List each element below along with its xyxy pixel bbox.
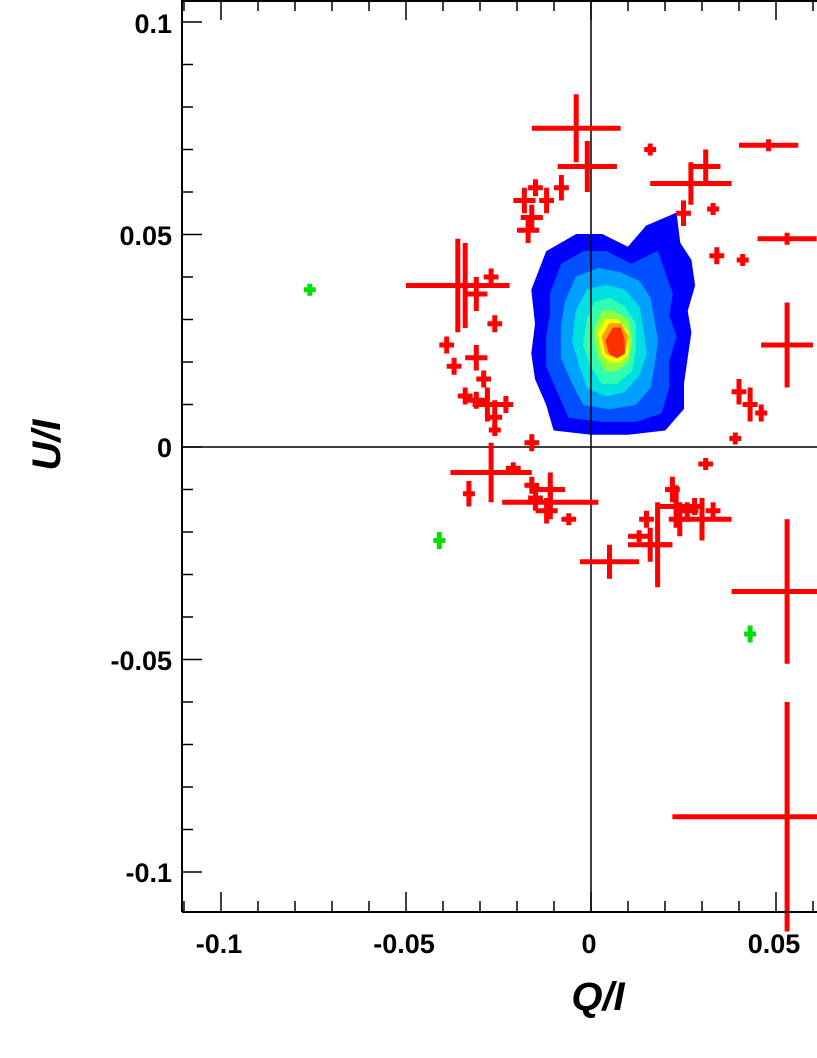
data-point [487,315,503,333]
axes [181,0,817,913]
data-point [731,519,817,664]
data-point [498,396,514,413]
data-point [524,434,540,452]
data-point [557,141,617,192]
data-point [539,187,554,214]
data-point [439,336,455,354]
data-point [729,432,742,445]
contour-level [605,327,625,359]
reference-lines [182,0,817,912]
data-point [672,498,732,541]
data-point [731,379,747,405]
data-point [707,203,720,215]
x-tick-label: -0.1 [196,929,243,959]
x-tick-label: -0.05 [373,929,435,959]
data-point [433,532,446,549]
data-point [676,200,691,226]
data-point [462,481,475,507]
data-point [517,217,540,243]
data-point [303,283,316,296]
data-point [488,424,501,436]
data-point [465,345,488,371]
data-point [761,302,813,388]
data-point [465,277,488,311]
data-point [628,530,651,543]
data-point [528,179,543,197]
data-point [476,370,492,388]
data-point [709,247,725,265]
data-point [531,94,621,163]
x-tick-label: 0 [581,929,596,959]
density-contour [531,212,696,435]
data-point [520,204,543,231]
data-point [579,544,640,579]
data-point [736,254,749,266]
data-point [739,139,799,152]
data-point [650,162,732,205]
data-point [755,404,768,422]
data-point [672,702,817,932]
y-tick-label: 0 [157,433,172,463]
data-point [642,502,673,588]
data-point [705,502,721,520]
x-tick-label: 0.05 [748,929,801,959]
data-point [483,268,499,286]
data-point [742,387,758,422]
data-point [690,149,721,184]
data-point [644,143,657,156]
data-series [303,94,817,932]
data-point [446,357,462,375]
y-axis-label: U/I [25,419,69,471]
x-axis-label: Q/I [571,975,625,1019]
y-tick-label: -0.1 [125,858,172,888]
data-point [698,458,714,470]
y-tick-label: 0.1 [134,9,172,39]
data-point [505,462,521,475]
data-point [502,485,599,520]
data-point [554,175,569,201]
data-point [639,510,654,528]
data-point [450,442,532,503]
data-point [561,513,577,526]
data-point [744,625,757,643]
data-point [535,498,558,524]
data-point [757,232,817,245]
y-tick-label: 0.05 [119,221,172,251]
data-point [513,187,536,214]
y-tick-label: -0.05 [110,646,172,676]
